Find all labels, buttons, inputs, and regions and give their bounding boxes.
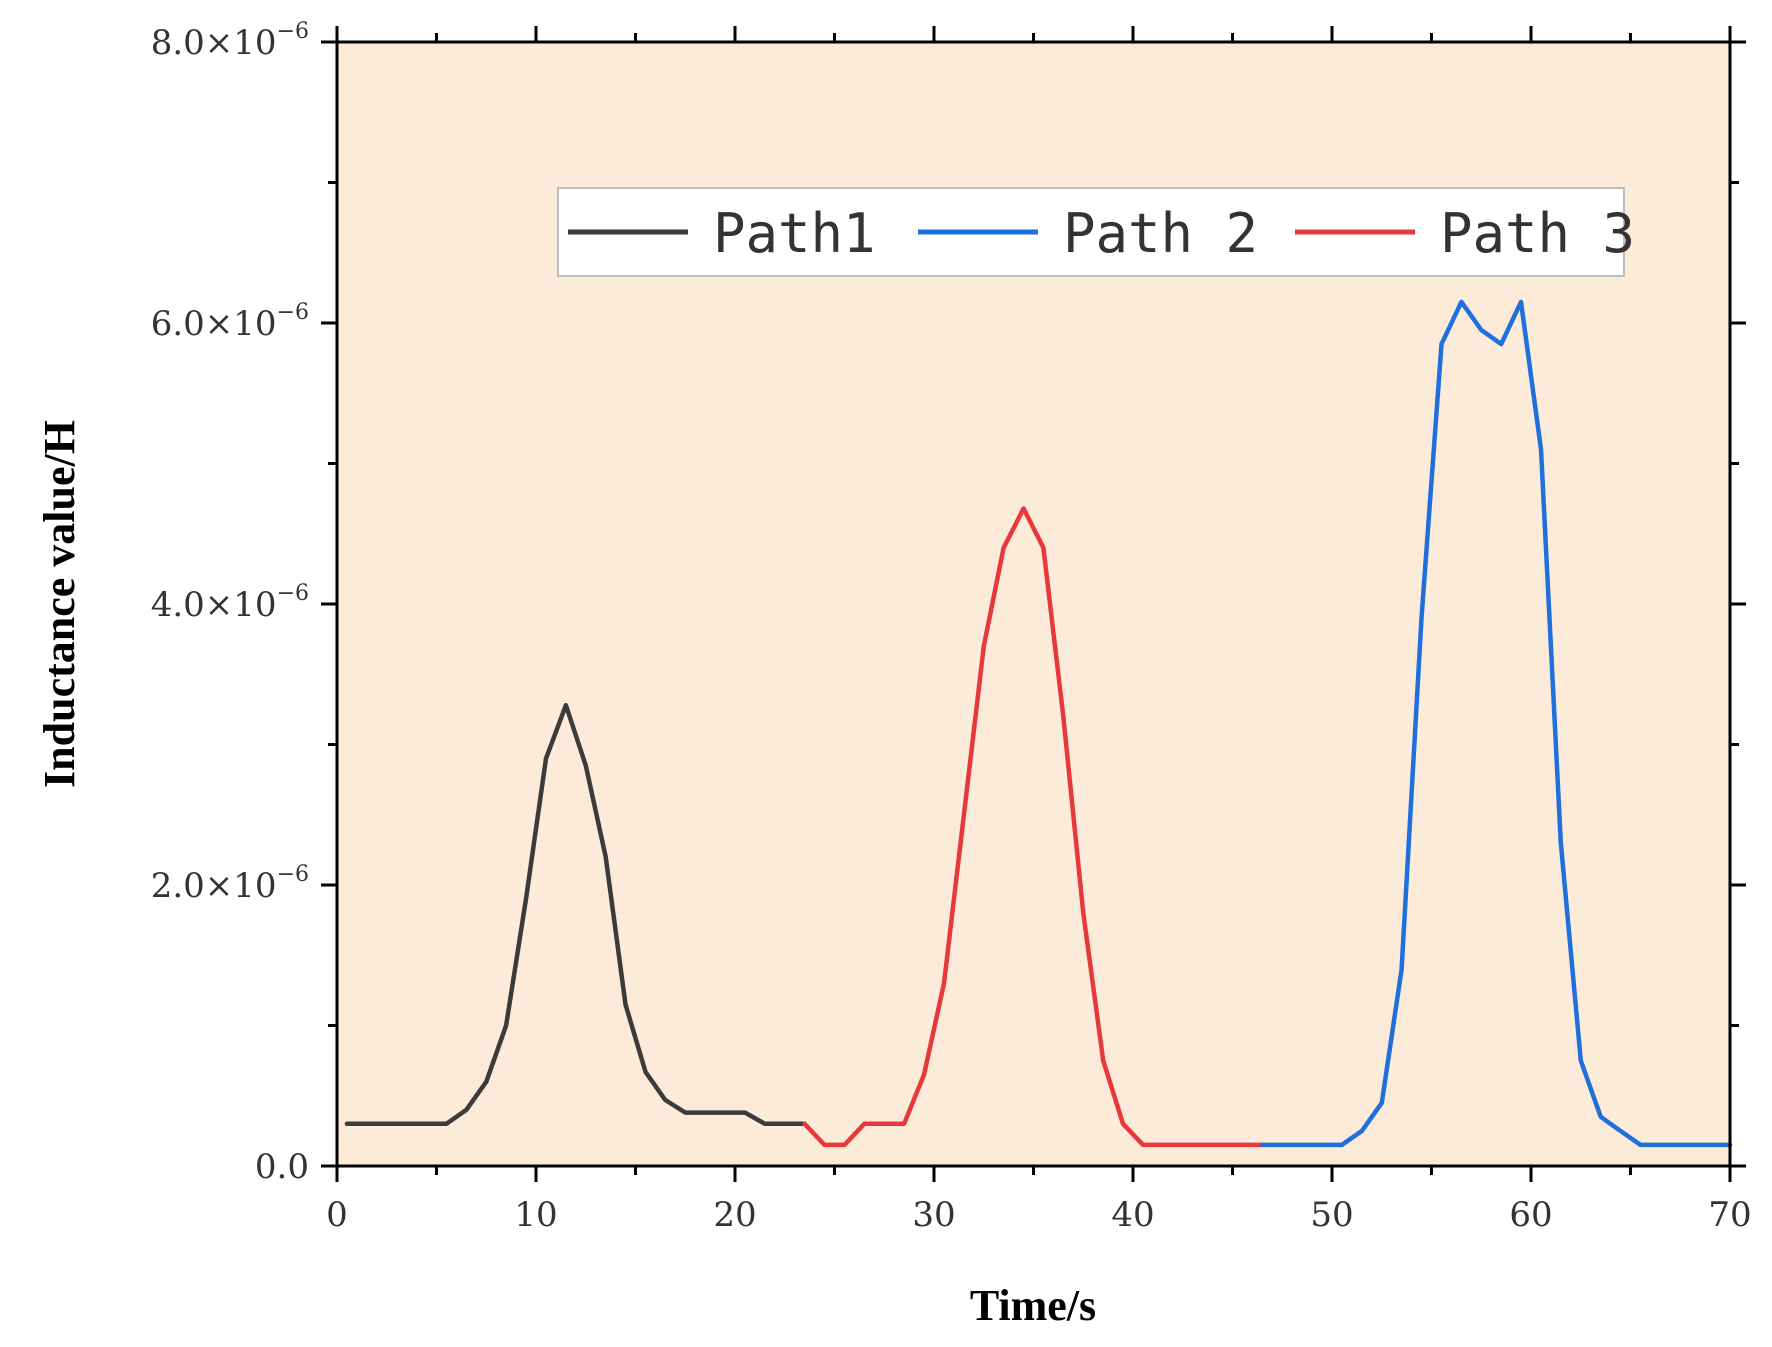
x-tick-label: 30 [912,1195,955,1235]
y-axis: 0.0 2.0×10−6 4.0×10−6 6.0×10−6 8.0×10−6 [151,19,1746,1187]
series-line-3 [1260,299,1733,1148]
y-tick-label: 2.0×10−6 [151,862,309,906]
legend-label: Path 3 [1440,202,1635,265]
y-tick-label: 8.0×10−6 [151,19,309,63]
legend-box [557,187,1625,277]
x-axis-title: Time/s [970,1281,1096,1330]
x-tick-label: 10 [514,1195,557,1235]
x-tick-label: 0 [326,1195,348,1235]
y-tick-label: 0.0 [255,1147,309,1187]
legend: Path1 Path 2 Path 3 [557,187,1635,277]
x-tick-label: 20 [713,1195,756,1235]
series-line-1 [344,702,807,1127]
x-tick-label: 70 [1708,1195,1751,1235]
series-layer [344,299,1733,1148]
legend-label: Path 2 [1063,202,1258,265]
y-tick-label: 4.0×10−6 [151,581,309,625]
y-tick-label: 6.0×10−6 [151,300,309,344]
x-tick-label: 60 [1509,1195,1552,1235]
series-line-2 [802,506,1265,1148]
x-tick-label: 40 [1111,1195,1154,1235]
legend-label: Path1 [713,202,876,265]
y-axis-title: Inductance value/H [35,420,84,788]
x-axis: 0 10 20 30 40 50 60 70 [326,26,1752,1235]
x-tick-label: 50 [1310,1195,1353,1235]
